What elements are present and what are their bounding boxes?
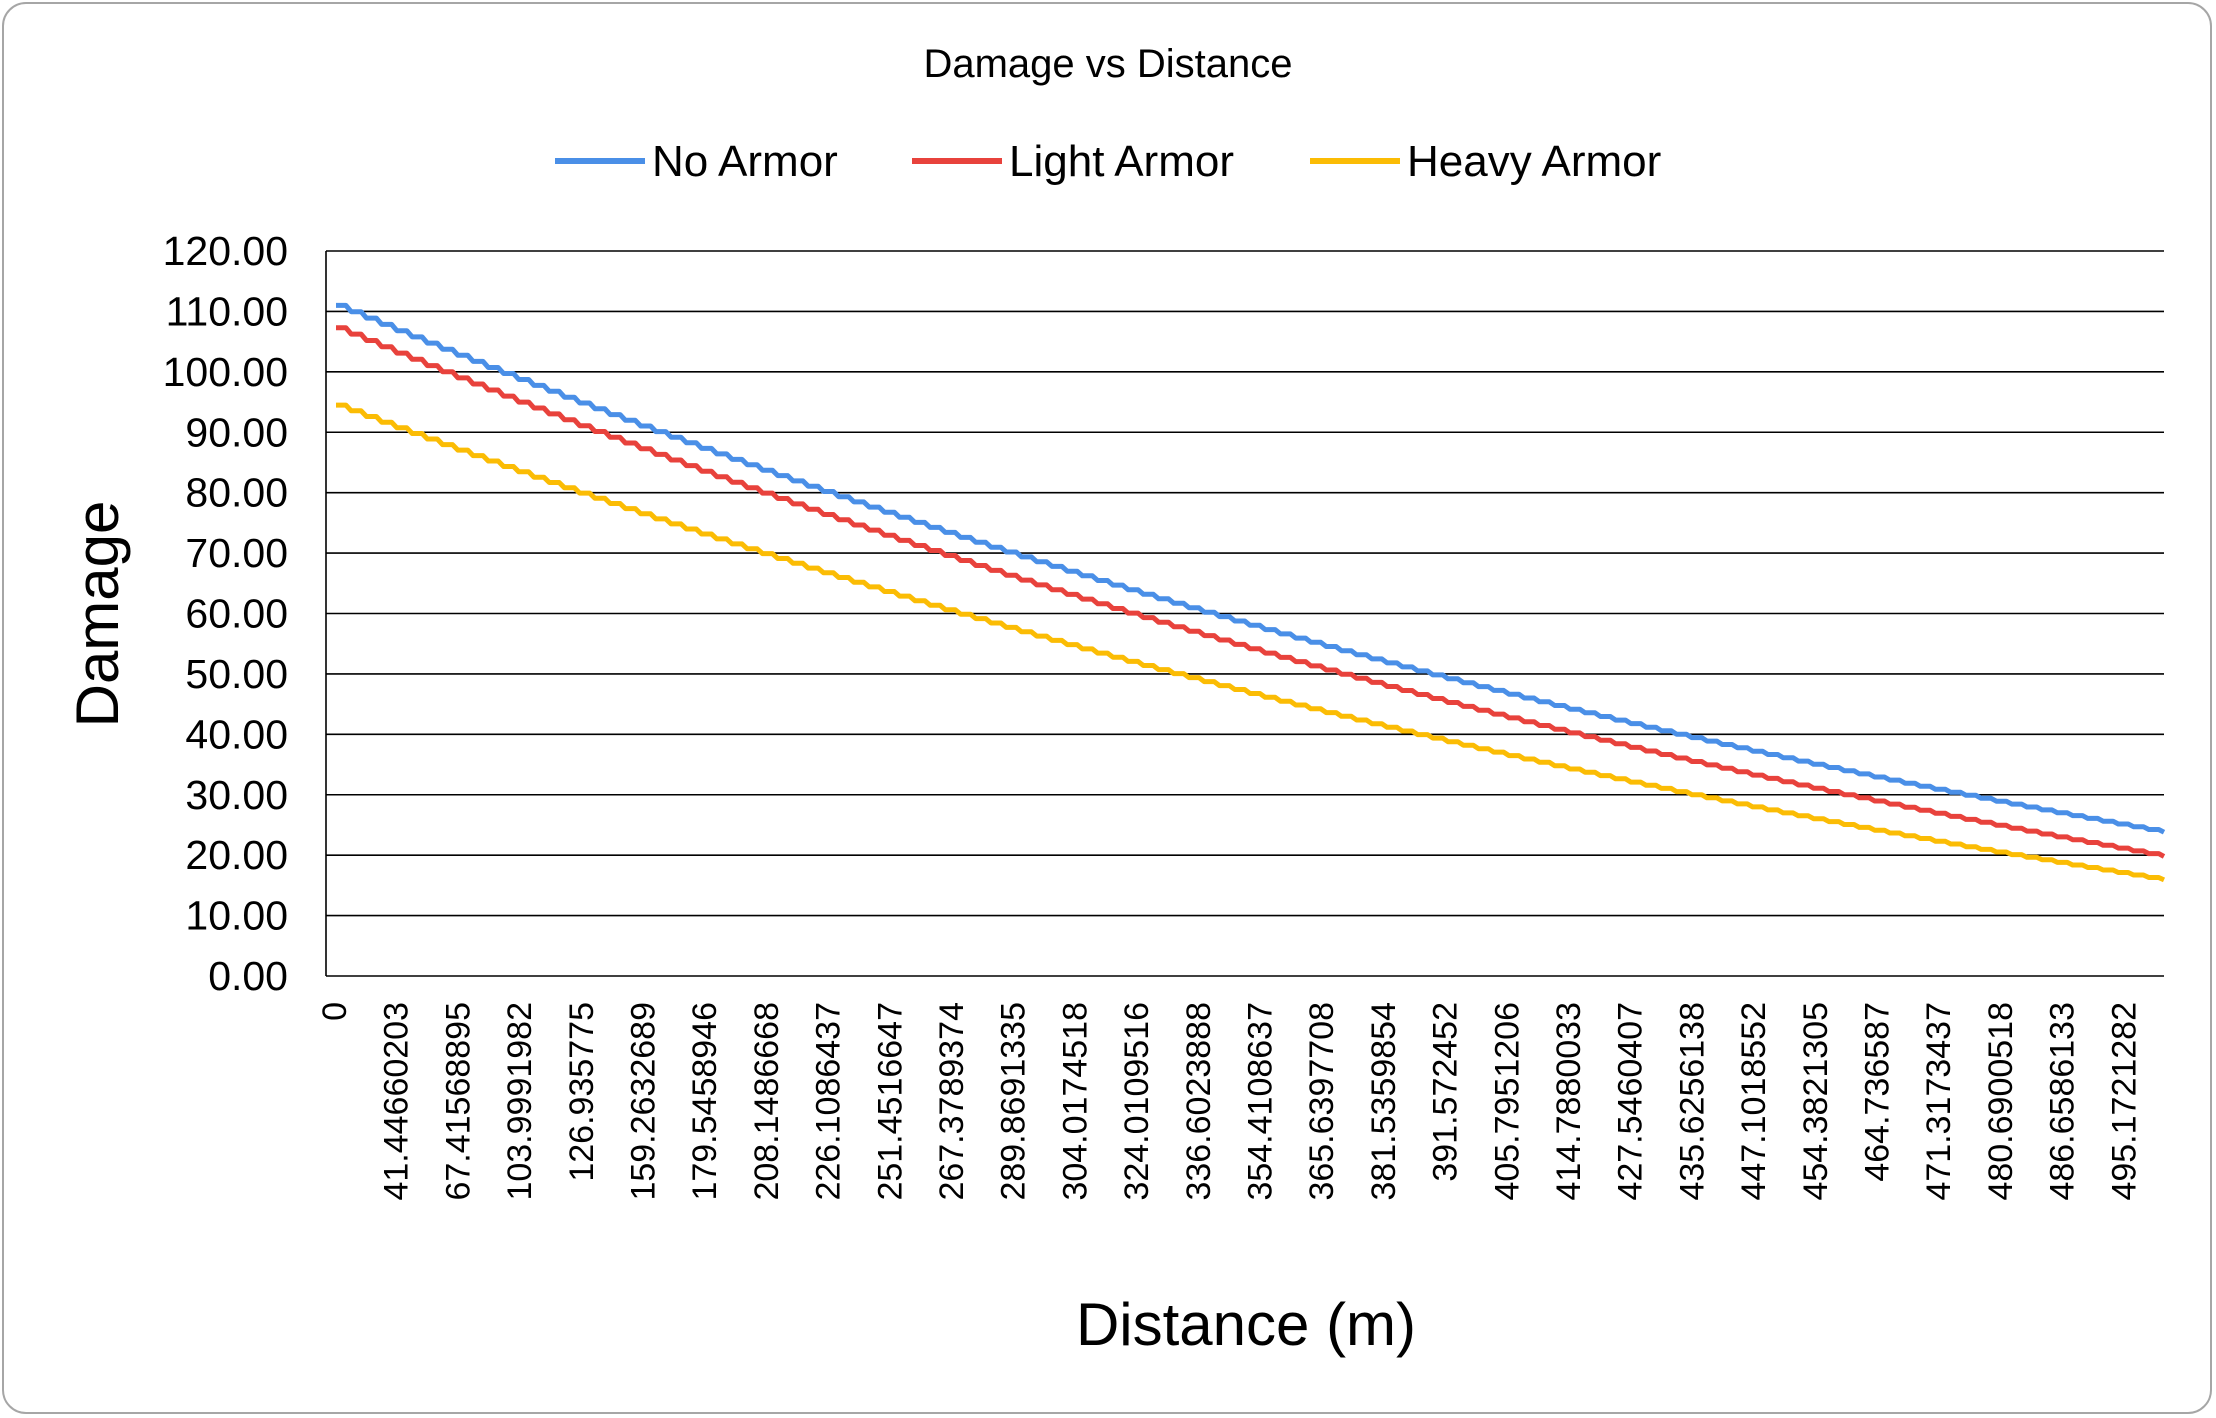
series-line-no-armor [336,302,2166,835]
chart-title: Damage vs Distance [923,42,1292,86]
x-tick-label: 67.41568895 [439,1002,477,1201]
y-tick-label: 70.00 [185,530,288,576]
x-tick-label: 381.5359854 [1365,1002,1403,1201]
x-tick-label: 405.7951206 [1488,1002,1526,1201]
x-tick-label: 226.1086437 [810,1002,848,1201]
x-tick-label: 103.9991982 [501,1002,539,1201]
x-tick-label: 41.44660203 [378,1002,416,1201]
y-tick-label: 60.00 [185,591,288,637]
y-tick-label: 40.00 [185,711,288,757]
legend-entry: Heavy Armor [1407,137,1661,186]
x-tick-label: 354.4108637 [1242,1002,1280,1201]
series-line-heavy-armor [336,402,2166,883]
x-tick-label: 471.3173437 [1920,1002,1958,1201]
x-tick-label: 179.5458946 [686,1002,724,1201]
x-tick-label: 454.3821305 [1797,1002,1835,1201]
y-tick-label: 20.00 [185,832,288,878]
x-tick-label: 486.6586133 [2044,1002,2082,1201]
legend: No Armor Light Armor Heavy Armor [555,137,1661,186]
y-tick-label: 10.00 [185,893,288,939]
x-tick-label: 324.0109516 [1118,1002,1156,1201]
y-tick-label: 120.00 [163,228,288,274]
x-tick-label: 336.6023888 [1180,1002,1218,1201]
y-tick-label: 90.00 [185,409,288,455]
series-line-light-armor [336,325,2166,859]
y-tick-label: 80.00 [185,470,288,516]
x-tick-label: 159.2632689 [625,1002,663,1201]
x-tick-label: 289.8691335 [995,1002,1033,1201]
x-axis-label: Distance (m) [1076,1291,1416,1358]
series-lines [336,302,2166,883]
legend-entry: No Armor [652,137,838,186]
y-tick-label: 100.00 [163,349,288,395]
x-tick-label: 126.935775 [563,1002,601,1182]
x-tick-label: 447.1018552 [1735,1002,1773,1201]
x-tick-label: 414.7880033 [1550,1002,1588,1201]
y-tick-label: 30.00 [185,772,288,818]
x-tick-label: 365.6397708 [1303,1002,1341,1201]
x-tick-label: 495.1721282 [2105,1002,2143,1201]
x-tick-label: 480.6900518 [1982,1002,2020,1201]
x-tick-label: 0 [316,1002,354,1021]
x-tick-label: 464.736587 [1859,1002,1897,1182]
y-tick-label: 110.00 [166,288,288,334]
y-axis-ticks: 0.00 10.00 20.00 30.00 40.00 50.00 60.00 70.00 8… [163,228,288,999]
x-tick-label: 251.4516647 [871,1002,909,1201]
x-tick-label: 208.1486668 [748,1002,786,1201]
y-axis-label: Damage [64,501,131,728]
legend-entry: Light Armor [1009,137,1234,186]
gridlines [325,250,2164,977]
y-tick-label: 0.00 [208,953,288,999]
x-tick-label: 435.6256138 [1673,1002,1711,1201]
x-tick-label: 427.5460407 [1612,1002,1650,1201]
y-tick-label: 50.00 [185,651,288,697]
x-tick-label: 267.3789374 [933,1002,971,1201]
x-axis-ticks: 0 41.44660203 67.41568895 103.9991982 126.93… [316,1002,2143,1201]
x-tick-label: 391.572452 [1427,1002,1465,1182]
x-tick-label: 304.0174518 [1056,1002,1094,1201]
